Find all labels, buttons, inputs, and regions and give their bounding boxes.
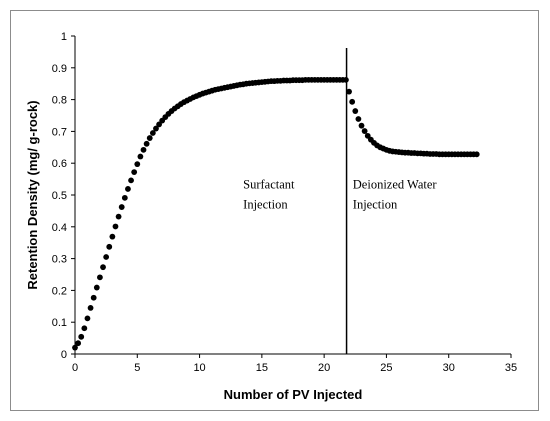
annotation-text: Surfactant Injection (243, 178, 295, 212)
x-tick-label: 20 (318, 362, 330, 374)
data-point (103, 254, 110, 260)
y-tick-label: 1 (61, 31, 67, 43)
y-tick-label: 0.9 (52, 63, 67, 75)
data-point (143, 140, 150, 147)
data-point (106, 243, 113, 250)
y-tick-label: 0.6 (52, 158, 67, 170)
annotation-text: Deionized Water Injection (353, 178, 438, 212)
x-tick-label: 5 (134, 362, 140, 374)
x-tick-label: 30 (443, 362, 455, 374)
data-series (72, 76, 480, 351)
y-tick-label: 0.7 (52, 126, 67, 138)
data-point (361, 128, 368, 134)
data-point (90, 294, 97, 301)
data-point (100, 264, 106, 271)
data-point (137, 153, 144, 160)
data-point (140, 146, 147, 153)
data-point (146, 135, 153, 141)
data-point (115, 213, 122, 220)
y-tick-label: 0.2 (52, 285, 67, 297)
data-point (118, 204, 125, 210)
data-point (97, 274, 103, 281)
axes (74, 36, 511, 355)
data-point (128, 177, 134, 184)
data-point (131, 169, 138, 176)
data-point (346, 88, 352, 95)
data-point (352, 108, 359, 114)
data-point (84, 315, 91, 322)
y-tick-label: 0.1 (52, 317, 67, 329)
data-point (349, 98, 356, 105)
x-tick-label: 35 (505, 362, 517, 374)
x-tick-label: 0 (72, 362, 78, 374)
y-axis-ticks: 0 0.1 0.2 0.3 0.4 0.5 0.6 0.7 0.8 0.9 1 (52, 31, 75, 361)
data-point (358, 122, 365, 129)
data-point (149, 130, 156, 136)
data-point (125, 186, 131, 192)
data-point (355, 116, 362, 122)
data-point (78, 333, 85, 340)
y-tick-label: 0 (61, 349, 67, 361)
y-axis-title: Retention Density (mg/ g-rock) (25, 100, 40, 289)
data-point (87, 304, 94, 311)
data-point (112, 223, 119, 230)
x-tick-label: 15 (256, 362, 268, 374)
data-point (81, 325, 88, 332)
y-tick-label: 0.5 (52, 190, 67, 202)
data-point (75, 340, 82, 347)
chart-frame (10, 10, 539, 411)
y-tick-label: 0.3 (52, 254, 67, 266)
data-point (72, 344, 78, 351)
x-tick-label: 25 (380, 362, 392, 374)
data-point (134, 161, 141, 168)
annotations: Surfactant Injection Deionized Water Inject… (243, 178, 437, 212)
data-point (473, 151, 480, 158)
y-tick-label: 0.4 (52, 222, 67, 234)
data-point (109, 233, 116, 240)
data-point (153, 125, 159, 132)
y-tick-label: 0.8 (52, 95, 67, 107)
x-axis-title: Number of PV Injected (224, 387, 363, 402)
x-tick-label: 10 (193, 362, 205, 374)
x-axis-ticks: 0 5 10 15 20 25 30 35 (72, 354, 517, 374)
data-point (93, 284, 100, 291)
data-point (121, 194, 128, 201)
